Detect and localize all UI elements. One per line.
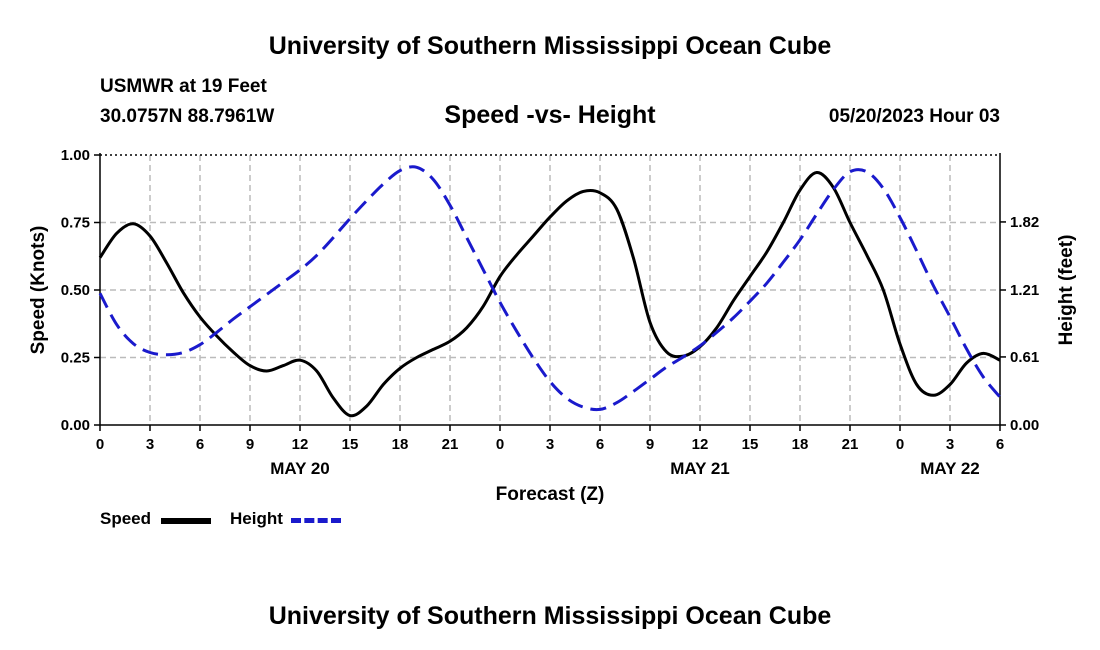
forecast-datetime: 05/20/2023 Hour 03 xyxy=(828,106,1000,127)
legend-swatch-speed xyxy=(161,518,211,524)
x-tick-label: 6 xyxy=(196,436,204,453)
footer-title: University of Southern Mississippi Ocean… xyxy=(268,602,832,630)
y-tick-label-right: 1.21 xyxy=(1010,282,1039,299)
x-tick-label: 0 xyxy=(496,436,504,453)
day-label: MAY 21 xyxy=(670,459,730,478)
x-tick-label: 6 xyxy=(596,436,604,453)
y-tick-label-left: 0.25 xyxy=(61,350,90,367)
x-tick-label: 9 xyxy=(646,436,654,453)
y-tick-label-left: 0.50 xyxy=(61,282,90,299)
x-tick-label: 9 xyxy=(246,436,254,453)
y-axis-title-right: Height (feet) xyxy=(1056,235,1077,346)
x-tick-label: 3 xyxy=(546,436,554,453)
x-tick-label: 0 xyxy=(96,436,104,453)
x-tick-label: 15 xyxy=(342,436,359,453)
x-tick-label: 0 xyxy=(896,436,904,453)
y-tick-label-left: 0.00 xyxy=(61,417,90,434)
chart-title: Speed -vs- Height xyxy=(444,101,656,129)
legend-swatch-height xyxy=(291,518,341,523)
series-line-height xyxy=(98,165,1002,412)
x-tick-label: 12 xyxy=(692,436,709,453)
station-label: USMWR at 19 Feet xyxy=(100,76,267,97)
y-tick-label-left: 1.00 xyxy=(61,147,90,164)
y-tick-label-right: 0.61 xyxy=(1010,349,1039,366)
x-tick-label: 3 xyxy=(146,436,154,453)
x-tick-label: 18 xyxy=(392,436,409,453)
page-title: University of Southern Mississippi Ocean… xyxy=(268,32,832,60)
x-tick-label: 15 xyxy=(742,436,759,453)
x-tick-label: 3 xyxy=(946,436,954,453)
day-label: MAY 20 xyxy=(270,459,330,478)
station-coordinates: 30.0757N 88.7961W xyxy=(100,106,275,127)
x-tick-label: 6 xyxy=(996,436,1004,453)
day-label: MAY 22 xyxy=(920,459,980,478)
x-axis-title: Forecast (Z) xyxy=(496,484,605,505)
x-tick-label: 18 xyxy=(792,436,809,453)
y-tick-label-right: 1.82 xyxy=(1010,214,1039,231)
y-tick-label-right: 0.00 xyxy=(1010,417,1039,434)
y-tick-label-left: 0.75 xyxy=(61,215,90,232)
legend-label-speed: Speed xyxy=(100,509,152,528)
legend-label-height: Height xyxy=(230,509,283,528)
x-tick-label: 21 xyxy=(442,436,459,453)
x-tick-label: 21 xyxy=(842,436,859,453)
y-axis-title-left: Speed (Knots) xyxy=(28,226,49,355)
series-line-speed xyxy=(98,171,1001,418)
x-tick-label: 12 xyxy=(292,436,309,453)
